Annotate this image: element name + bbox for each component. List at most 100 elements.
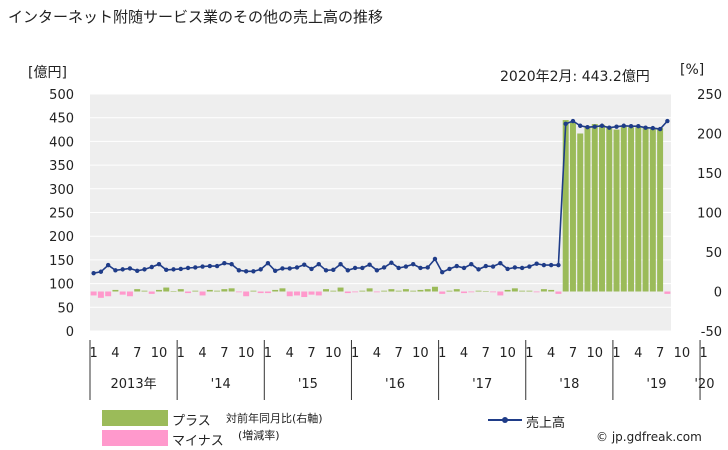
left-tick-label: 100 — [49, 278, 74, 293]
yoy-bar-plus — [620, 125, 627, 292]
left-tick-label: 350 — [49, 159, 74, 174]
sales-point — [156, 261, 162, 267]
yoy-bar-minus — [344, 291, 351, 294]
yoy-bar-plus — [657, 127, 664, 292]
yoy-bar-plus — [141, 290, 148, 292]
x-year-label: '15 — [298, 377, 318, 392]
sales-point — [396, 265, 401, 271]
legend-sales-label: 売上高 — [526, 416, 566, 431]
x-year-label: '20 — [694, 377, 714, 392]
sales-point — [164, 267, 169, 273]
sales-point — [650, 125, 656, 131]
sales-point — [352, 265, 358, 271]
sales-point — [309, 266, 314, 272]
sales-point — [527, 264, 532, 269]
right-tick-label: 200 — [697, 128, 722, 143]
x-month-tick-label: 10 — [238, 346, 255, 361]
x-month-tick-label: 4 — [634, 346, 642, 361]
yoy-bar-plus — [431, 286, 438, 292]
legend-sales-line-icon — [488, 417, 522, 423]
sales-point — [665, 118, 670, 124]
yoy-bar-minus — [199, 291, 206, 296]
x-month-tick-label: 4 — [286, 346, 294, 361]
yoy-bar-minus — [497, 291, 504, 296]
sales-point — [222, 261, 227, 266]
yoy-bar-plus — [540, 289, 547, 292]
x-year-label: '17 — [472, 377, 492, 392]
left-tick-label: 400 — [49, 135, 74, 150]
sales-point — [490, 264, 496, 269]
yoy-bar-plus — [402, 289, 409, 292]
yoy-bar-minus — [286, 291, 293, 297]
sales-point — [302, 262, 307, 267]
sales-point — [469, 261, 474, 267]
yoy-bar-plus — [424, 289, 431, 292]
yoy-bar-plus — [475, 290, 482, 292]
sales-point — [498, 261, 503, 266]
sales-point — [628, 124, 634, 129]
x-month-tick-label: 4 — [460, 346, 468, 361]
sales-point — [454, 263, 459, 269]
yoy-bar-minus — [148, 291, 155, 294]
sales-point — [98, 269, 104, 274]
yoy-bar-minus — [257, 291, 264, 294]
yoy-bar-minus — [555, 291, 562, 294]
yoy-bar-minus — [90, 291, 97, 296]
sales-point — [91, 270, 96, 276]
sales-point — [461, 265, 467, 271]
yoy-bar-minus — [533, 291, 540, 293]
yoy-bar-minus — [185, 291, 192, 294]
sales-point — [476, 267, 481, 272]
sales-point — [614, 124, 619, 129]
yoy-bar-plus — [417, 289, 424, 292]
yoy-bar-minus — [468, 291, 475, 293]
yoy-bar-plus — [410, 290, 417, 292]
credit-text: © jp.gdfreak.com — [596, 430, 702, 444]
sales-point — [294, 265, 300, 270]
left-tick-label: 0 — [66, 325, 74, 340]
yoy-bar-minus — [119, 291, 126, 295]
sales-point — [556, 262, 561, 268]
sales-point — [447, 266, 452, 272]
yoy-bar-plus — [635, 127, 642, 292]
yoy-bar-plus — [170, 291, 177, 292]
legend-minus-label: マイナス — [172, 434, 224, 449]
x-month-tick-label: 7 — [133, 346, 141, 361]
yoy-bar-plus — [388, 289, 395, 292]
right-tick-label: 100 — [697, 207, 722, 222]
legend-yoy-sublabel: (増減率) — [238, 429, 280, 442]
sales-point — [113, 268, 118, 273]
sales-point — [621, 123, 626, 128]
legend-yoy-label: 対前年同月比(右軸) — [226, 412, 323, 425]
sales-point — [440, 270, 445, 275]
yoy-bar-minus — [461, 291, 467, 294]
sales-point — [403, 264, 409, 269]
legend-plus-swatch — [102, 410, 168, 426]
yoy-bar-minus — [235, 291, 242, 293]
x-month-tick-label: 1 — [700, 346, 708, 361]
left-tick-label: 450 — [49, 112, 74, 127]
left-axis-unit: [億円] — [28, 65, 67, 81]
yoy-bar-minus — [315, 291, 322, 296]
sales-point — [512, 265, 518, 270]
yoy-bar-plus — [330, 290, 337, 292]
sales-point — [258, 267, 263, 272]
sales-point — [360, 265, 365, 271]
sales-point — [367, 262, 372, 267]
left-tick-label: 50 — [57, 301, 74, 316]
sales-point — [338, 261, 343, 267]
yoy-bar-plus — [613, 129, 620, 292]
legend-plus-label: プラス — [172, 414, 211, 429]
yoy-bar-plus — [511, 288, 518, 292]
sales-point — [331, 267, 336, 273]
sales-point — [265, 261, 271, 266]
yoy-bar-minus — [308, 291, 315, 295]
sales-point — [519, 265, 525, 271]
yoy-bar-plus — [221, 289, 228, 292]
x-month-tick-label: 10 — [499, 346, 516, 361]
sales-point — [251, 269, 256, 274]
sales-point — [229, 261, 234, 267]
x-month-tick-label: 10 — [586, 346, 603, 361]
yoy-bar-minus — [243, 291, 250, 297]
sales-point — [323, 268, 329, 273]
